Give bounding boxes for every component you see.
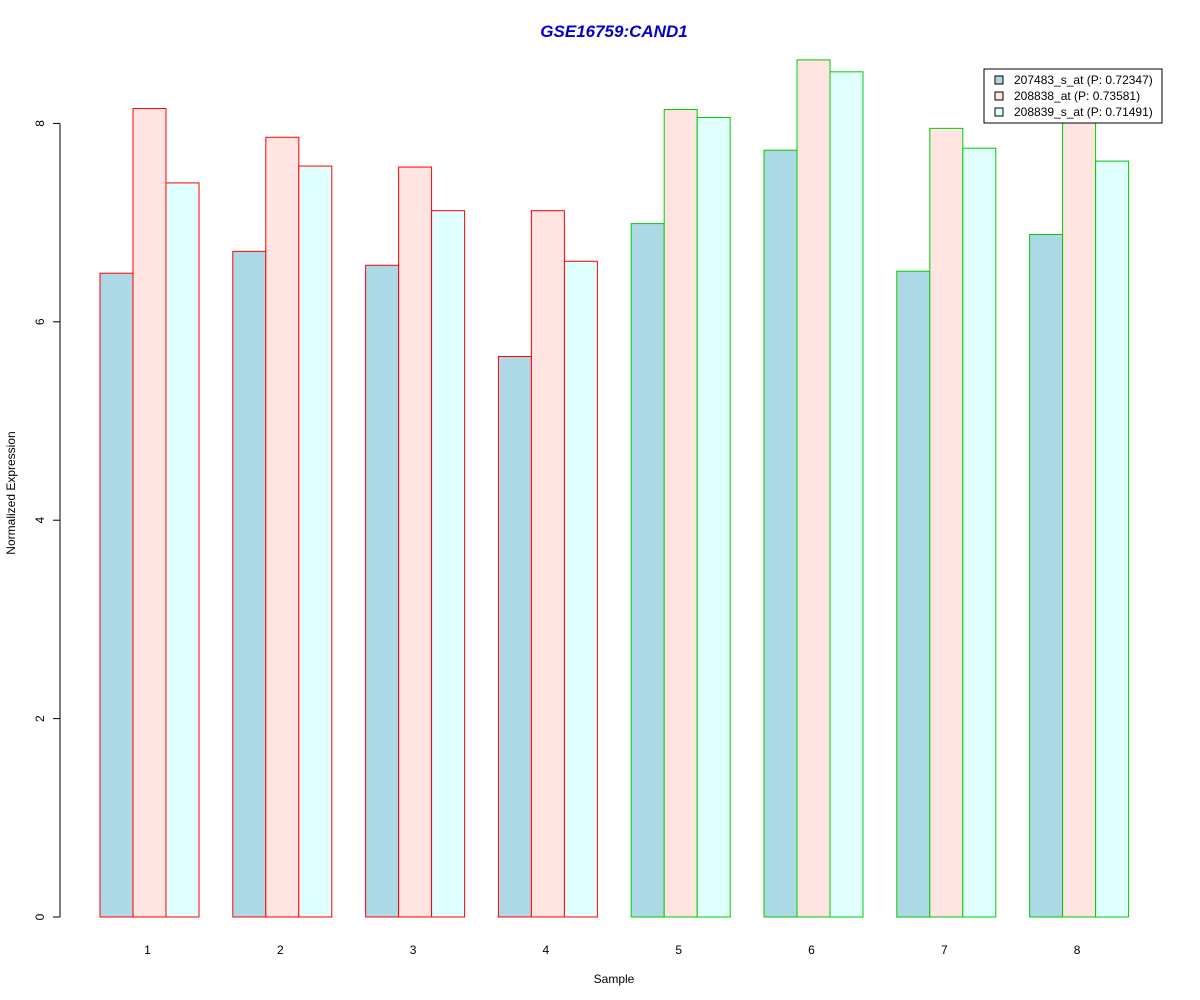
bar-sample-3-series-3 [431,210,466,918]
x-tick-label: 2 [277,943,284,957]
plot-area [99,59,1130,918]
y-tick-label: 6 [33,318,47,325]
legend-entry: 208839_s_at (P: 0.71491) [1014,105,1153,119]
legend-swatch [994,107,1004,117]
bar-sample-4-series-3 [563,260,598,918]
y-tick-label: 4 [33,517,47,524]
bar-sample-5-series-2 [663,109,698,918]
x-tick-label: 7 [941,943,948,957]
bar-sample-7-series-1 [896,270,931,918]
legend: 207483_s_at (P: 0.72347) 208838_at (P: 0.… [983,68,1163,124]
y-axis: 0 2 4 6 8 [33,120,61,920]
bar-sample-2-series-1 [232,250,267,918]
legend-box [983,68,1163,124]
bar-sample-8-series-2 [1062,116,1097,918]
bar-sample-7-series-3 [962,147,997,918]
x-tick-label: 1 [144,943,151,957]
x-axis: 1 2 3 4 5 6 7 8 [144,943,1081,957]
x-axis-label: Sample [594,972,635,986]
legend-swatch [994,91,1004,101]
x-tick-label: 3 [410,943,417,957]
x-tick-label: 4 [543,943,550,957]
bar-sample-8-series-3 [1095,160,1130,918]
y-axis-label: Normalized Expression [4,431,18,554]
bar-sample-4-series-2 [530,210,565,918]
bar-sample-3-series-1 [365,264,400,918]
bar-sample-6-series-2 [796,59,831,918]
bar-sample-3-series-2 [398,166,433,918]
bar-sample-5-series-1 [630,223,665,918]
x-tick-label: 8 [1074,943,1081,957]
bar-sample-8-series-1 [1029,234,1064,918]
legend-entry: 208838_at (P: 0.73581) [1014,89,1140,103]
x-tick-label: 6 [808,943,815,957]
bar-sample-2-series-2 [265,136,300,918]
x-tick-label: 5 [675,943,682,957]
y-tick-label: 8 [33,120,47,127]
bar-sample-2-series-3 [298,165,333,918]
bar-sample-1-series-3 [165,182,200,918]
bar-sample-7-series-2 [929,127,964,918]
legend-entry: 207483_s_at (P: 0.72347) [1014,73,1153,87]
bar-sample-6-series-1 [763,149,798,918]
bar-sample-6-series-3 [829,71,864,918]
y-tick-label: 2 [33,715,47,722]
bar-sample-1-series-2 [132,108,167,918]
y-tick-label: 0 [33,913,47,920]
bar-sample-4-series-1 [497,356,532,918]
bar-sample-1-series-1 [99,272,134,918]
bar-sample-5-series-3 [696,116,731,918]
chart-title: GSE16759:CAND1 [540,22,687,41]
legend-swatch [994,75,1004,85]
